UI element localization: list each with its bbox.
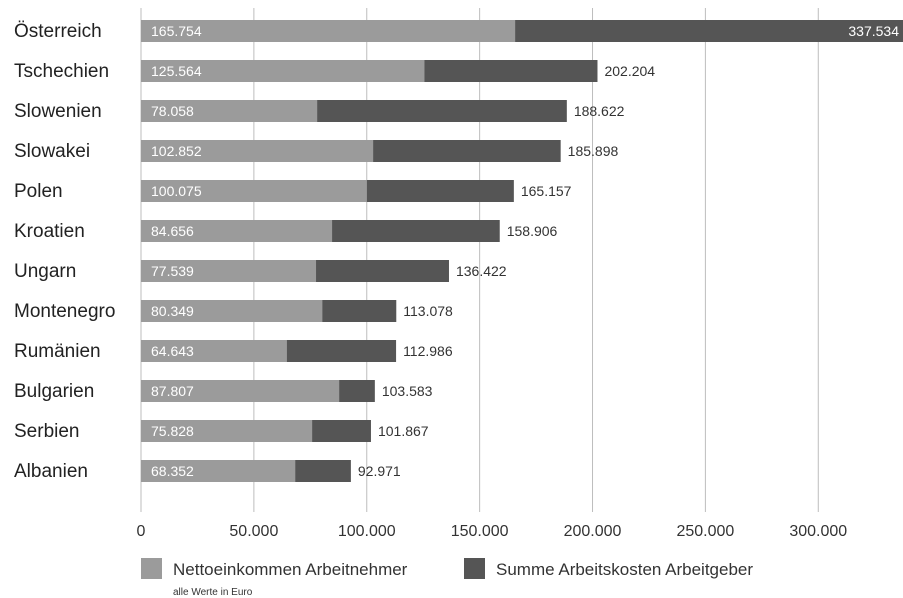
legend-swatch-nettoeinkommen <box>141 558 162 579</box>
x-tick-label: 150.000 <box>451 523 509 540</box>
x-tick-label: 200.000 <box>564 523 622 540</box>
category-label: Kroatien <box>14 221 85 242</box>
category-label: Albanien <box>14 461 88 482</box>
legend-swatch-arbeitskosten <box>464 558 485 579</box>
value-label-arbeitskosten: 188.622 <box>574 103 625 119</box>
x-tick-label: 250.000 <box>676 523 734 540</box>
x-tick-label: 0 <box>137 523 146 540</box>
bar-nettoeinkommen <box>141 340 287 362</box>
bar-nettoeinkommen <box>141 100 318 122</box>
value-label-nettoeinkommen: 80.349 <box>151 303 194 319</box>
bar-nettoeinkommen <box>141 180 367 202</box>
value-label-nettoeinkommen: 84.656 <box>151 223 194 239</box>
value-label-nettoeinkommen: 64.643 <box>151 343 194 359</box>
value-label-arbeitskosten: 337.534 <box>848 23 899 39</box>
legend-label-nettoeinkommen: Nettoeinkommen Arbeitnehmer <box>173 560 408 579</box>
x-tick-label: 100.000 <box>338 523 396 540</box>
value-label-arbeitskosten: 113.078 <box>403 303 453 319</box>
category-label: Slowakei <box>14 141 90 162</box>
bars: 165.754 337.534 125.564 202.204 78.058 188.62… <box>141 20 903 482</box>
bar-nettoeinkommen <box>141 140 374 162</box>
value-label-nettoeinkommen: 102.852 <box>151 143 202 159</box>
category-label: Ungarn <box>14 261 76 282</box>
bar-nettoeinkommen <box>141 420 313 442</box>
value-label-nettoeinkommen: 100.075 <box>151 183 202 199</box>
value-label-arbeitskosten: 92.971 <box>358 463 401 479</box>
legend-label-arbeitskosten: Summe Arbeitskosten Arbeitgeber <box>496 560 753 579</box>
value-label-arbeitskosten: 103.583 <box>382 383 433 399</box>
value-label-nettoeinkommen: 125.564 <box>151 63 202 79</box>
value-label-arbeitskosten: 101.867 <box>378 423 429 439</box>
value-label-arbeitskosten: 185.898 <box>568 143 619 159</box>
category-label: Tschechien <box>14 61 109 82</box>
category-label: Rumänien <box>14 341 101 362</box>
value-label-nettoeinkommen: 77.539 <box>151 263 194 279</box>
category-label: Serbien <box>14 421 80 442</box>
legend: Nettoeinkommen Arbeitnehmer Summe Arbeit… <box>141 558 753 579</box>
value-label-arbeitskosten: 136.422 <box>456 263 507 279</box>
bar-nettoeinkommen <box>141 220 333 242</box>
value-label-nettoeinkommen: 75.828 <box>151 423 194 439</box>
bar-nettoeinkommen <box>141 300 323 322</box>
bar-nettoeinkommen <box>141 20 516 42</box>
x-tick-label: 50.000 <box>229 523 278 540</box>
category-labels: Österreich Tschechien Slowenien Slowakei Pol… <box>14 21 115 482</box>
bar-nettoeinkommen <box>141 60 425 82</box>
unit-note: alle Werte in Euro <box>173 587 253 598</box>
value-label-nettoeinkommen: 68.352 <box>151 463 194 479</box>
bar-nettoeinkommen <box>141 260 317 282</box>
bar-nettoeinkommen <box>141 460 296 482</box>
bar-nettoeinkommen <box>141 380 340 402</box>
value-label-nettoeinkommen: 78.058 <box>151 103 194 119</box>
category-label: Montenegro <box>14 301 115 322</box>
category-label: Österreich <box>14 21 102 42</box>
value-label-arbeitskosten: 158.906 <box>507 223 558 239</box>
value-label-arbeitskosten: 112.986 <box>403 343 453 359</box>
category-label: Slowenien <box>14 101 102 122</box>
category-label: Bulgarien <box>14 381 94 402</box>
value-label-arbeitskosten: 165.157 <box>521 183 572 199</box>
x-axis-tick-labels: 0 50.000 100.000 150.000 200.000 250.000 300.0… <box>137 523 848 540</box>
value-label-nettoeinkommen: 165.754 <box>151 23 202 39</box>
value-label-arbeitskosten: 202.204 <box>604 63 655 79</box>
x-tick-label: 300.000 <box>789 523 847 540</box>
category-label: Polen <box>14 181 63 202</box>
value-label-nettoeinkommen: 87.807 <box>151 383 194 399</box>
